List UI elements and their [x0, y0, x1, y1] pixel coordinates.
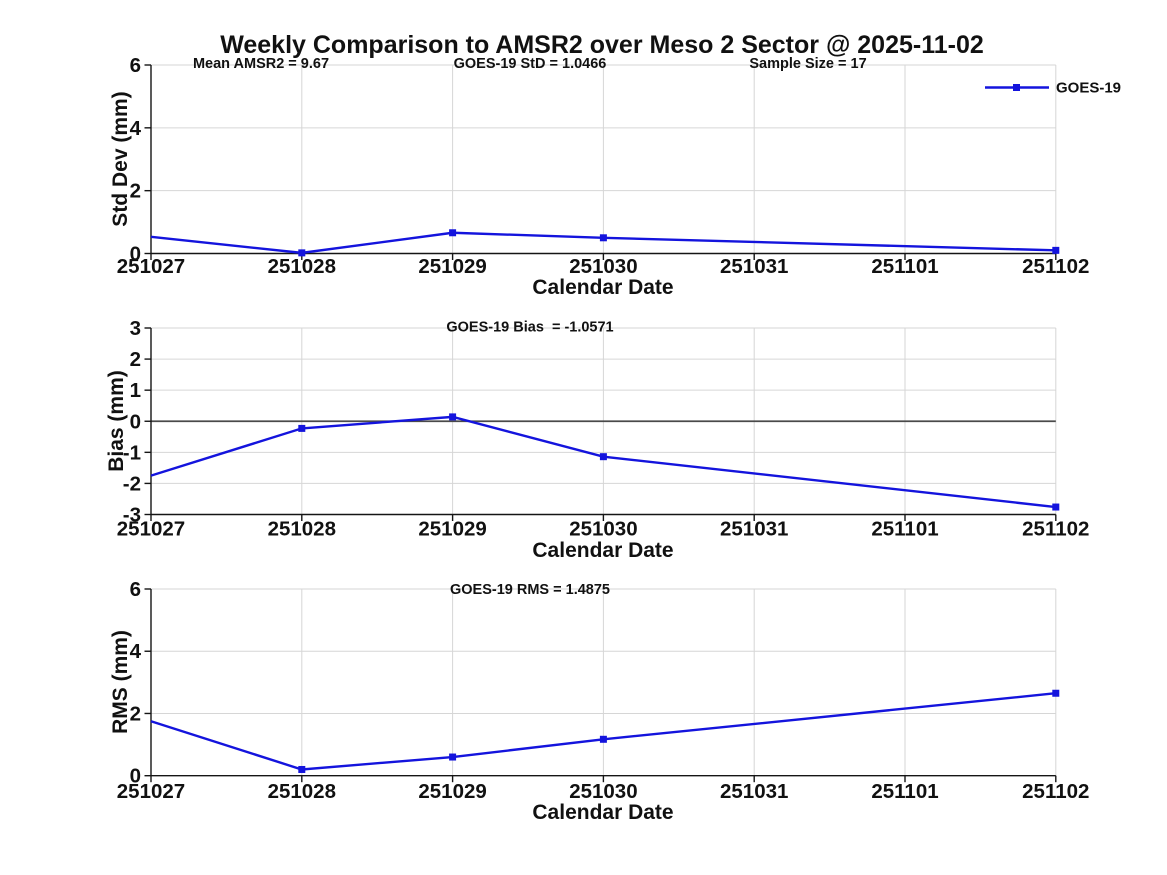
x-tick-label: 251029	[418, 255, 486, 278]
y-tick-label: 4	[130, 117, 142, 140]
stddev-x-axis-label: Calendar Date	[532, 276, 673, 299]
y-tick-label: -1	[123, 441, 141, 464]
legend-label: GOES-19	[1056, 80, 1121, 97]
x-tick-label: 251101	[871, 780, 938, 803]
x-tick-label: 251030	[569, 255, 637, 278]
rms-plot-area: 251027 251028 251029 251030 251031 251101 2511…	[117, 578, 1090, 803]
goes19-data-marker	[1052, 246, 1060, 254]
stddev-annotation-mean-amsr2: Mean AMSR2 = 9.67	[193, 56, 329, 72]
stddev-annotation-sample-size: Sample Size = 17	[749, 56, 866, 72]
goes19-data-marker	[298, 249, 306, 257]
bias-annotation: GOES-19 Bias = -1.0571	[446, 320, 613, 336]
legend-marker-sample	[1013, 84, 1020, 91]
goes19-data-marker	[1052, 689, 1060, 697]
stddev-y-axis-label: Std Dev (mm)	[109, 91, 132, 226]
y-tick-label: 0	[130, 410, 141, 433]
legend: GOES-19	[985, 80, 1121, 97]
x-tick-label: 251028	[268, 255, 336, 278]
rms-x-axis-label: Calendar Date	[532, 801, 673, 824]
bias-x-axis-label: Calendar Date	[532, 539, 673, 562]
stddev-plot-area: 251027 251028 251029 251030 251031 251101 2511…	[117, 54, 1090, 278]
bias-y-axis-label: Bias (mm)	[105, 370, 128, 472]
rms-annotation: GOES-19 RMS = 1.4875	[450, 582, 610, 598]
x-tick-label: 251030	[569, 780, 637, 803]
goes19-data-marker	[599, 453, 607, 461]
goes19-data-marker	[449, 229, 457, 237]
y-tick-label: 6	[130, 578, 141, 601]
x-tick-label: 251031	[720, 780, 788, 803]
goes19-data-marker	[449, 413, 457, 421]
goes19-data-marker	[298, 765, 306, 773]
goes19-data-marker	[599, 234, 607, 242]
x-tick-label: 251101	[871, 255, 938, 278]
goes19-data-marker	[449, 753, 457, 761]
x-tick-label: 251031	[720, 255, 788, 278]
x-tick-label: 251027	[117, 255, 185, 278]
goes19-data-marker	[298, 424, 306, 432]
y-tick-label: -2	[123, 472, 141, 495]
x-tick-label: 251102	[1022, 255, 1089, 278]
y-tick-label: 4	[130, 640, 142, 663]
bias-plot-area: 251027 251028 251029 251030 251031 251101 2511…	[117, 317, 1090, 541]
x-tick-label: 251102	[1022, 518, 1089, 541]
rms-y-axis-label: RMS (mm)	[109, 630, 132, 734]
y-tick-label: 2	[130, 180, 141, 203]
y-tick-label: 2	[130, 702, 141, 725]
y-tick-label: 0	[130, 243, 141, 266]
x-tick-label: 251029	[418, 518, 486, 541]
goes19-data-marker	[1052, 503, 1060, 511]
x-tick-label: 251101	[871, 518, 938, 541]
x-tick-label: 251102	[1022, 780, 1089, 803]
x-tick-label: 251028	[268, 780, 336, 803]
x-tick-label: 251030	[569, 518, 637, 541]
y-tick-label: 2	[130, 348, 141, 371]
goes19-data-marker	[599, 735, 607, 743]
y-tick-label: 1	[130, 379, 141, 402]
y-tick-label: 3	[130, 317, 141, 340]
x-tick-label: 251027	[117, 518, 185, 541]
x-tick-label: 251027	[117, 780, 185, 803]
figure-title: Weekly Comparison to AMSR2 over Meso 2 S…	[220, 31, 984, 59]
y-tick-label: 6	[130, 54, 141, 77]
y-tick-label: -3	[123, 504, 141, 527]
x-tick-label: 251029	[418, 780, 486, 803]
x-tick-label: 251031	[720, 518, 788, 541]
y-tick-label: 0	[130, 765, 141, 788]
stddev-annotation-std: GOES-19 StD = 1.0466	[454, 56, 607, 72]
x-tick-label: 251028	[268, 518, 336, 541]
